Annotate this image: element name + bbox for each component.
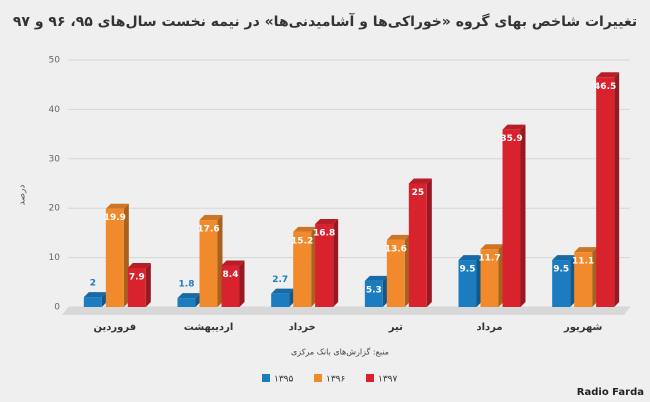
data-label: 11.1: [572, 257, 594, 267]
legend-label: ۱۳۹۶: [326, 375, 346, 385]
bar-side: [498, 244, 504, 307]
bar-side: [614, 72, 620, 307]
bar-top: [221, 260, 245, 266]
bar-top: [293, 226, 317, 232]
bar-top: [199, 215, 223, 221]
bar-top: [502, 124, 526, 130]
bar-side: [520, 124, 526, 308]
bar: [293, 231, 312, 307]
y-tick-label: 30: [49, 154, 61, 164]
data-label: 1.8: [179, 280, 195, 290]
bar-top: [177, 293, 201, 299]
data-label: 7.9: [129, 272, 145, 282]
bar-side: [239, 260, 245, 307]
watermark: Radio Farda: [577, 387, 644, 398]
bar-side: [333, 219, 339, 307]
legend-label: ۱۳۹۵: [274, 375, 294, 385]
bar-side: [289, 288, 295, 307]
bar: [552, 260, 571, 307]
x-tick-label: مرداد: [476, 322, 502, 333]
bar: [364, 280, 383, 307]
y-tick-label: 10: [49, 253, 61, 263]
data-label: 17.6: [197, 225, 219, 235]
bar: [574, 252, 593, 307]
data-label: 8.4: [223, 270, 239, 280]
bar: [458, 260, 477, 307]
bar-top: [271, 288, 295, 294]
y-tick-label: 40: [49, 105, 61, 115]
bar-side: [195, 293, 201, 307]
data-label: 9.5: [460, 265, 476, 275]
bar: [199, 220, 218, 307]
source-note: منبع: گزارش‌های بانک مرکزی: [291, 347, 389, 357]
bar-side: [145, 262, 151, 307]
bar-top: [480, 244, 504, 250]
data-label: 5.3: [366, 285, 382, 295]
x-tick-label: فروردین: [94, 322, 137, 333]
bar-top: [574, 247, 598, 253]
chart-title: تغییرات شاخص بهای گروه «خوراکی‌ها و آشام…: [13, 12, 637, 30]
bar-side: [476, 255, 482, 307]
bar-side: [217, 215, 223, 307]
x-tick-label: شهریور: [563, 322, 603, 333]
data-label: 2: [90, 279, 96, 289]
bar-top: [596, 72, 620, 78]
data-label: 2.7: [272, 275, 288, 285]
legend-swatch: [262, 374, 270, 382]
bar-top: [364, 275, 388, 281]
bar-side: [404, 234, 410, 307]
data-label: 11.7: [478, 254, 500, 264]
data-label: 25: [412, 188, 425, 198]
bar-top: [458, 255, 482, 261]
bar-top: [552, 255, 576, 261]
x-tick-label: تیر: [388, 322, 403, 333]
bar: [271, 293, 290, 307]
y-tick-label: 20: [49, 204, 61, 214]
data-label: 19.9: [104, 213, 126, 223]
data-label: 13.6: [385, 244, 407, 254]
bar: [127, 267, 146, 307]
bar-side: [382, 275, 388, 307]
bar: [83, 297, 102, 307]
bar-top: [386, 234, 410, 240]
bar-side: [311, 226, 317, 307]
x-tick-label: خرداد: [289, 322, 316, 333]
bar: [177, 298, 196, 307]
bar-side: [426, 178, 432, 307]
y-tick-label: 0: [54, 303, 60, 313]
data-label: 16.8: [313, 229, 335, 239]
data-label: 9.5: [553, 265, 569, 275]
bar: [105, 208, 124, 307]
bar-top: [83, 292, 107, 298]
bar: [221, 265, 240, 307]
bar-side: [101, 292, 107, 307]
legend-label: ۱۳۹۷: [378, 375, 398, 385]
bar-top: [408, 178, 432, 184]
legend-swatch: [366, 374, 374, 382]
bar: [408, 183, 427, 307]
data-label: 35.9: [500, 134, 522, 144]
x-tick-label: اردیبهشت: [184, 322, 234, 333]
data-label: 46.5: [594, 82, 616, 92]
bar-top: [315, 219, 339, 225]
floor: [62, 307, 630, 315]
bar: [480, 249, 499, 307]
bar-top: [105, 203, 129, 209]
bar: [502, 129, 521, 307]
bar: [596, 77, 615, 307]
bar-top: [127, 262, 151, 268]
bar-side: [592, 247, 598, 307]
bar-side: [123, 203, 129, 307]
bar: [315, 224, 334, 307]
data-label: 15.2: [291, 236, 313, 246]
bar-side: [570, 255, 576, 307]
bar: [386, 239, 405, 307]
y-axis-label: درصد: [18, 185, 28, 206]
y-tick-label: 50: [49, 56, 61, 66]
legend-swatch: [314, 374, 322, 382]
